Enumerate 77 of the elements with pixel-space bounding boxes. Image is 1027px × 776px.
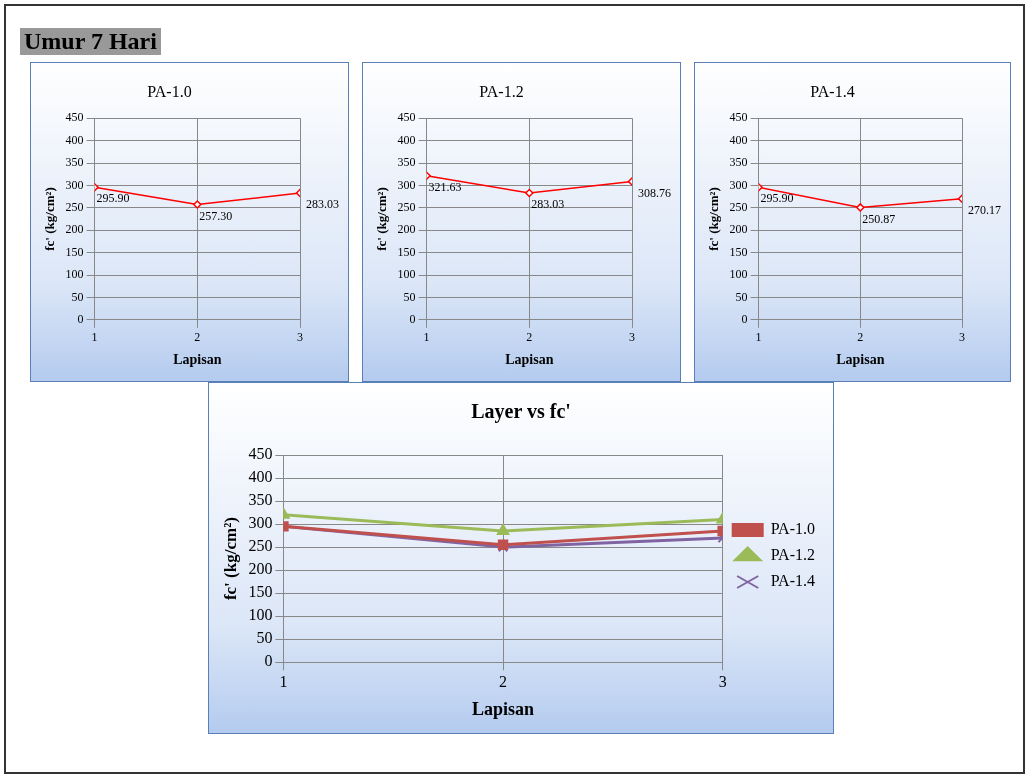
legend-label: PA-1.2 — [770, 546, 815, 564]
y-tick-label: 200 — [729, 222, 748, 237]
legend-label: PA-1.0 — [770, 520, 815, 538]
y-tick-label: 300 — [248, 514, 273, 532]
data-label: 308.76 — [638, 185, 671, 200]
y-tick-label: 150 — [65, 244, 84, 259]
y-tick-label: 0 — [741, 311, 748, 326]
y-tick-label: 300 — [729, 177, 748, 192]
y-tick-label: 50 — [735, 289, 748, 304]
y-tick-label: 350 — [729, 155, 748, 170]
y-tick-label: 350 — [397, 155, 416, 170]
y-axis-title: fc' (kg/cm²) — [374, 187, 390, 251]
y-tick-label: 400 — [729, 132, 748, 147]
y-tick-label: 400 — [248, 468, 273, 486]
data-label: 250.87 — [862, 211, 896, 226]
y-tick-label: 100 — [248, 606, 273, 624]
data-label: 295.90 — [760, 191, 794, 206]
y-tick-label: 300 — [65, 177, 84, 192]
y-tick-label: 200 — [397, 222, 416, 237]
y-axis-title: fc' (kg/cm²) — [220, 517, 240, 601]
y-tick-label: 250 — [65, 199, 84, 214]
data-label: 257.30 — [199, 208, 233, 223]
y-tick-label: 200 — [65, 222, 84, 237]
x-tick-label: 2 — [499, 673, 508, 690]
x-tick-label: 1 — [279, 673, 288, 690]
chart-title: PA-1.4 — [810, 82, 855, 100]
y-tick-label: 200 — [248, 560, 273, 578]
data-label: 283.03 — [306, 197, 339, 212]
x-tick-label: 1 — [91, 330, 98, 345]
y-tick-label: 50 — [256, 629, 273, 647]
x-tick-label: 3 — [959, 330, 965, 345]
y-axis-title: fc' (kg/cm²) — [42, 187, 58, 251]
y-tick-label: 350 — [65, 155, 84, 170]
y-tick-label: 450 — [729, 110, 748, 125]
y-tick-label: 0 — [409, 311, 416, 326]
data-label: 270.17 — [968, 202, 1001, 217]
x-axis-title: Lapisan — [472, 698, 535, 719]
text: Umur 7 Hari — [20, 28, 161, 55]
x-tick-label: 1 — [423, 330, 430, 345]
y-tick-label: 150 — [248, 583, 273, 601]
y-tick-label: 0 — [264, 652, 273, 670]
y-tick-label: 250 — [248, 537, 273, 555]
x-tick-label: 2 — [194, 330, 201, 345]
chart-title: PA-1.2 — [479, 82, 524, 100]
y-tick-label: 350 — [248, 491, 273, 509]
chart-title: PA-1.0 — [147, 82, 192, 100]
data-label: 295.90 — [96, 191, 130, 206]
y-tick-label: 450 — [397, 110, 416, 125]
y-axis-title: fc' (kg/cm²) — [706, 187, 722, 251]
x-tick-label: 2 — [857, 330, 864, 345]
y-tick-label: 0 — [77, 311, 84, 326]
y-tick-label: 100 — [397, 267, 416, 282]
x-tick-label: 1 — [755, 330, 762, 345]
x-axis-title: Lapisan — [173, 352, 222, 368]
x-tick-label: 3 — [718, 673, 727, 690]
y-tick-label: 50 — [403, 289, 416, 304]
y-tick-label: 400 — [65, 132, 84, 147]
y-tick-label: 250 — [397, 199, 416, 214]
x-tick-label: 2 — [526, 330, 533, 345]
data-label: 283.03 — [531, 197, 565, 212]
y-tick-label: 300 — [397, 177, 416, 192]
legend-label: PA-1.4 — [770, 572, 815, 590]
chart-title: Layer vs fc' — [471, 400, 571, 424]
y-tick-label: 150 — [397, 244, 416, 259]
x-tick-label: 3 — [297, 330, 303, 345]
y-tick-label: 50 — [71, 289, 84, 304]
y-tick-label: 150 — [729, 244, 748, 259]
x-axis-title: Lapisan — [505, 352, 554, 368]
y-tick-label: 450 — [248, 445, 273, 463]
x-axis-title: Lapisan — [836, 352, 885, 368]
y-tick-label: 100 — [65, 267, 84, 282]
x-tick-label: 3 — [629, 330, 635, 345]
y-tick-label: 450 — [65, 110, 84, 125]
y-tick-label: 250 — [729, 199, 748, 214]
data-label: 321.63 — [428, 179, 462, 194]
y-tick-label: 400 — [397, 132, 416, 147]
y-tick-label: 100 — [729, 267, 748, 282]
